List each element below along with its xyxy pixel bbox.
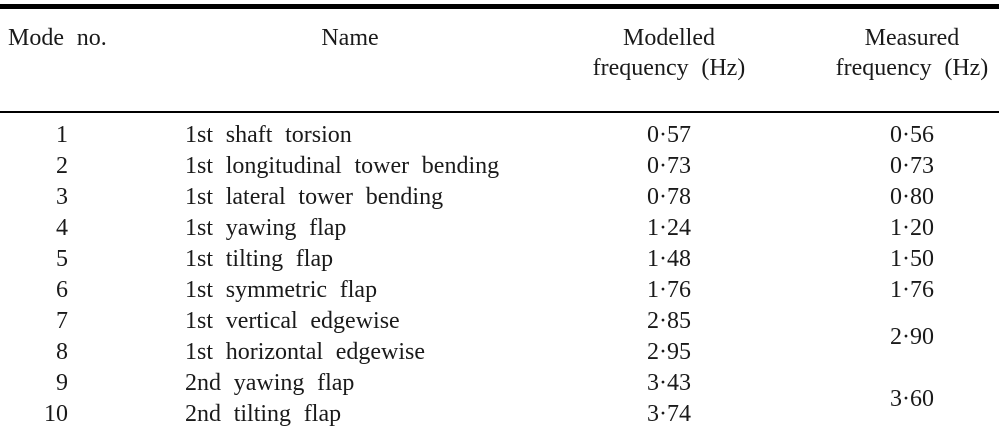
column-header-mode-label: Mode no. bbox=[8, 25, 107, 51]
table-row: 8 1st horizontal edgewise 2·95 bbox=[0, 337, 999, 368]
modelled-frequency-cell: 1·76 bbox=[647, 277, 691, 303]
name-cell: 1st lateral tower bending bbox=[185, 184, 444, 210]
name-cell: 1st yawing flap bbox=[185, 215, 347, 241]
mode-cell: 5 bbox=[56, 246, 68, 272]
measured-frequency-cell: 1·20 bbox=[890, 215, 934, 241]
modelled-frequency-cell: 3·43 bbox=[647, 370, 691, 396]
mode-cell: 7 bbox=[56, 308, 68, 334]
measured-frequency-cell: 0·56 bbox=[890, 122, 934, 148]
modelled-frequency-cell: 2·85 bbox=[647, 308, 691, 334]
table-row: 5 1st tilting flap 1·48 1·50 bbox=[0, 244, 999, 275]
table-header: Mode no. Name Modelled frequency (Hz) Me… bbox=[0, 9, 999, 113]
column-header-modelled-frequency: Modelled frequency (Hz) bbox=[540, 9, 790, 113]
measured-frequency-merged-cell: 3·60 bbox=[890, 385, 934, 412]
mode-cell: 6 bbox=[56, 277, 68, 303]
name-cell: 1st vertical edgewise bbox=[185, 308, 400, 334]
column-header-measured-frequency: Measured frequency (Hz) bbox=[790, 9, 999, 113]
table-row: 10 2nd tilting flap 3·74 bbox=[0, 399, 999, 429]
table-top-rule bbox=[0, 4, 999, 9]
table-row: 4 1st yawing flap 1·24 1·20 bbox=[0, 213, 999, 244]
name-cell: 1st shaft torsion bbox=[185, 122, 352, 148]
measured-frequency-cell: 0·80 bbox=[890, 184, 934, 210]
name-cell: 1st longitudinal tower bending bbox=[185, 153, 500, 179]
mode-cell: 2 bbox=[56, 153, 68, 179]
table-row: 3 1st lateral tower bending 0·78 0·80 bbox=[0, 182, 999, 213]
modelled-frequency-cell: 3·74 bbox=[647, 401, 691, 427]
name-cell: 1st symmetric flap bbox=[185, 277, 378, 303]
column-header-name-label: Name bbox=[321, 25, 379, 51]
mode-cell: 10 bbox=[44, 401, 68, 427]
measured-header-line2: frequency (Hz) bbox=[835, 55, 989, 81]
modelled-frequency-cell: 1·24 bbox=[647, 215, 691, 241]
measured-frequency-cell: 1·76 bbox=[890, 277, 934, 303]
modelled-frequency-cell: 1·48 bbox=[647, 246, 691, 272]
modelled-frequency-cell: 0·57 bbox=[647, 122, 691, 148]
modelled-frequency-cell: 0·73 bbox=[647, 153, 691, 179]
measured-frequency-cell: 0·73 bbox=[890, 153, 934, 179]
table-row: 6 1st symmetric flap 1·76 1·76 bbox=[0, 275, 999, 306]
table-body: 1 1st shaft torsion 0·57 0·56 2 1st long… bbox=[0, 112, 999, 429]
mode-cell: 9 bbox=[56, 370, 68, 396]
table-row: 2 1st longitudinal tower bending 0·73 0·… bbox=[0, 151, 999, 182]
table-row: 9 2nd yawing flap 3·43 3·60 bbox=[0, 368, 999, 412]
column-header-name: Name bbox=[130, 9, 540, 113]
mode-cell: 8 bbox=[56, 339, 68, 365]
measured-frequency-cell: 1·50 bbox=[890, 246, 934, 272]
name-cell: 2nd tilting flap bbox=[185, 401, 342, 427]
measured-header-line1: Measured bbox=[864, 25, 960, 51]
mode-cell: 1 bbox=[56, 122, 68, 148]
header-row: Mode no. Name Modelled frequency (Hz) Me… bbox=[0, 9, 999, 113]
table-row: 7 1st vertical edgewise 2·85 2·90 bbox=[0, 306, 999, 350]
name-cell: 1st tilting flap bbox=[185, 246, 334, 272]
measured-frequency-merged-cell: 2·90 bbox=[890, 323, 934, 350]
modelled-frequency-cell: 0·78 bbox=[647, 184, 691, 210]
name-cell: 1st horizontal edgewise bbox=[185, 339, 426, 365]
mode-cell: 4 bbox=[56, 215, 68, 241]
column-header-mode: Mode no. bbox=[0, 9, 130, 113]
table-row: 1 1st shaft torsion 0·57 0·56 bbox=[0, 112, 999, 151]
name-cell: 2nd yawing flap bbox=[185, 370, 355, 396]
modal-frequency-table: Mode no. Name Modelled frequency (Hz) Me… bbox=[0, 9, 999, 429]
modelled-frequency-cell: 2·95 bbox=[647, 339, 691, 365]
modelled-header-line1: Modelled bbox=[623, 25, 715, 51]
mode-cell: 3 bbox=[56, 184, 68, 210]
modelled-header-line2: frequency (Hz) bbox=[592, 55, 746, 81]
